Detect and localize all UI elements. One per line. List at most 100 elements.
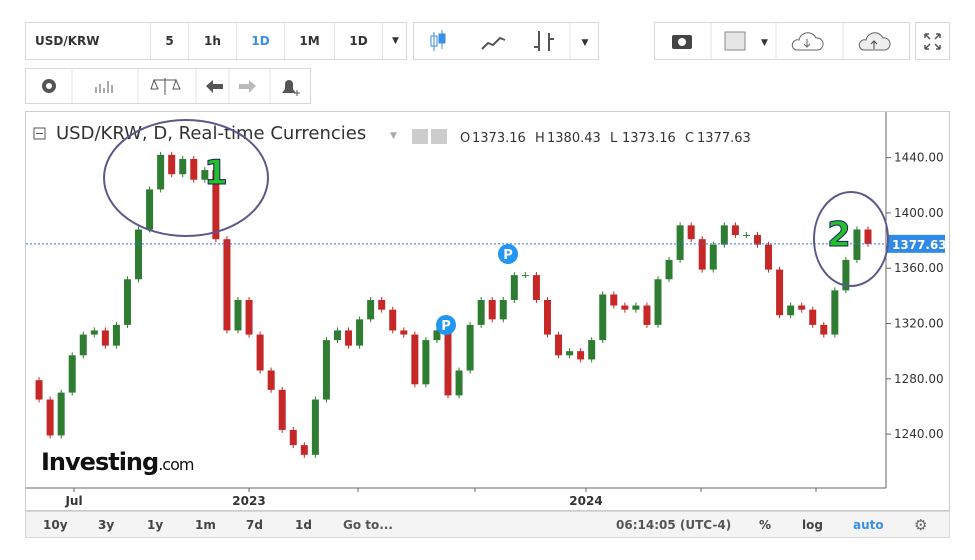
candle xyxy=(709,244,717,270)
settings-icon[interactable] xyxy=(431,129,447,144)
ohlc-key: C xyxy=(685,131,694,146)
clock: 06:14:05 (UTC-4) xyxy=(616,517,732,532)
logo-suffix: .com xyxy=(158,455,194,474)
x-tick-label: 2024 xyxy=(569,494,602,508)
candle xyxy=(643,305,651,325)
logo-text: Investing xyxy=(41,448,158,476)
fullscreen-button[interactable] xyxy=(915,22,950,60)
candle xyxy=(809,309,817,325)
ohlc-key: H xyxy=(535,131,545,146)
candle xyxy=(687,225,695,240)
ohlc-value: 1380.43 xyxy=(547,131,601,146)
candle xyxy=(101,330,109,346)
candle xyxy=(621,305,629,310)
candle xyxy=(79,334,87,356)
interval-button[interactable]: 1D xyxy=(236,23,284,59)
candle xyxy=(676,225,684,260)
drawing-toolbar[interactable] xyxy=(25,68,311,104)
candle xyxy=(698,239,706,270)
interval-button[interactable]: 1M xyxy=(284,23,334,59)
interval-button[interactable]: 1D xyxy=(334,23,382,59)
collapse-icon[interactable] xyxy=(33,127,46,140)
candle xyxy=(157,154,165,190)
candle xyxy=(68,355,76,393)
candle xyxy=(190,159,198,180)
candle xyxy=(333,330,341,341)
tool-icons: ▼ xyxy=(672,23,891,59)
tools-toolbar[interactable]: ▼ xyxy=(654,22,910,60)
candle xyxy=(555,334,563,356)
settings-gear[interactable]: ⚙ xyxy=(914,515,928,534)
candle xyxy=(521,275,529,277)
candle xyxy=(90,330,98,335)
y-tick-label: 1280.00 xyxy=(894,372,944,386)
range-button[interactable]: 1y xyxy=(147,517,164,532)
candle xyxy=(245,300,253,335)
candle xyxy=(378,300,386,310)
interval-toolbar: USD/KRW 5 1h 1D 1M 1D ▼ xyxy=(25,22,407,60)
event-marker xyxy=(436,315,456,335)
ohlc-legend: O 1373.16 H 1380.43 L 1373.16 C 1377.63 xyxy=(460,131,751,146)
candle xyxy=(831,290,839,335)
candle xyxy=(610,294,618,306)
event-marker-label: P xyxy=(503,248,513,263)
y-tick-label: 1400.00 xyxy=(894,206,944,220)
log-toggle[interactable]: log xyxy=(802,517,823,532)
range-button[interactable]: 7d xyxy=(246,517,263,532)
interval-button[interactable]: 1h xyxy=(188,23,236,59)
candle xyxy=(322,340,330,400)
candle xyxy=(278,389,286,430)
title-dropdown[interactable]: ▼ xyxy=(390,131,397,141)
candle xyxy=(566,351,574,356)
candle xyxy=(599,294,607,341)
last-price-box xyxy=(887,234,945,253)
range-button[interactable]: 1m xyxy=(195,517,216,532)
chart-type-toolbar[interactable]: ▼ xyxy=(413,22,599,60)
dropdown[interactable]: ▼ xyxy=(382,23,408,59)
candle xyxy=(499,300,507,320)
x-tick-label: Jul xyxy=(64,494,82,508)
logo: Investing.com xyxy=(41,448,194,476)
annotation-label: 2 xyxy=(827,215,851,255)
auto-toggle[interactable]: auto xyxy=(853,517,884,532)
last-price-label: 1377.63 xyxy=(892,238,947,252)
candle xyxy=(345,330,353,346)
candle xyxy=(853,229,861,260)
candle xyxy=(720,225,728,245)
candle xyxy=(731,225,739,236)
candle xyxy=(422,340,430,385)
range-button[interactable]: 10y xyxy=(43,517,68,532)
candle xyxy=(742,235,750,237)
candle xyxy=(35,380,43,400)
candle xyxy=(168,154,176,175)
visibility-icon[interactable] xyxy=(412,129,428,144)
candle xyxy=(488,300,496,320)
candle xyxy=(455,370,463,396)
percent-toggle[interactable]: % xyxy=(759,517,772,532)
range-button[interactable]: 3y xyxy=(98,517,115,532)
event-marker-label: P xyxy=(441,319,451,334)
chart-type-icons: ▼ xyxy=(430,23,589,59)
candle xyxy=(787,305,795,316)
range-button[interactable]: 1d xyxy=(295,517,312,532)
goto-button[interactable]: Go to... xyxy=(343,517,393,532)
candle xyxy=(46,399,54,436)
candle xyxy=(367,300,375,320)
svg-text:▼: ▼ xyxy=(582,38,589,48)
candle xyxy=(433,330,441,341)
candle xyxy=(765,244,773,270)
candle xyxy=(665,259,673,280)
ohlc-value: 1373.16 xyxy=(622,131,676,146)
candle xyxy=(234,300,242,331)
candle xyxy=(543,300,551,335)
candle xyxy=(146,189,154,230)
interval-button[interactable]: 5 xyxy=(150,23,188,59)
chart-title: USD/KRW, D, Real-time Currencies xyxy=(56,123,366,144)
candle xyxy=(135,229,143,280)
candle xyxy=(588,340,596,360)
symbol-input[interactable]: USD/KRW xyxy=(35,34,100,48)
candle xyxy=(179,159,187,175)
candle xyxy=(820,324,828,335)
candle xyxy=(400,330,408,335)
